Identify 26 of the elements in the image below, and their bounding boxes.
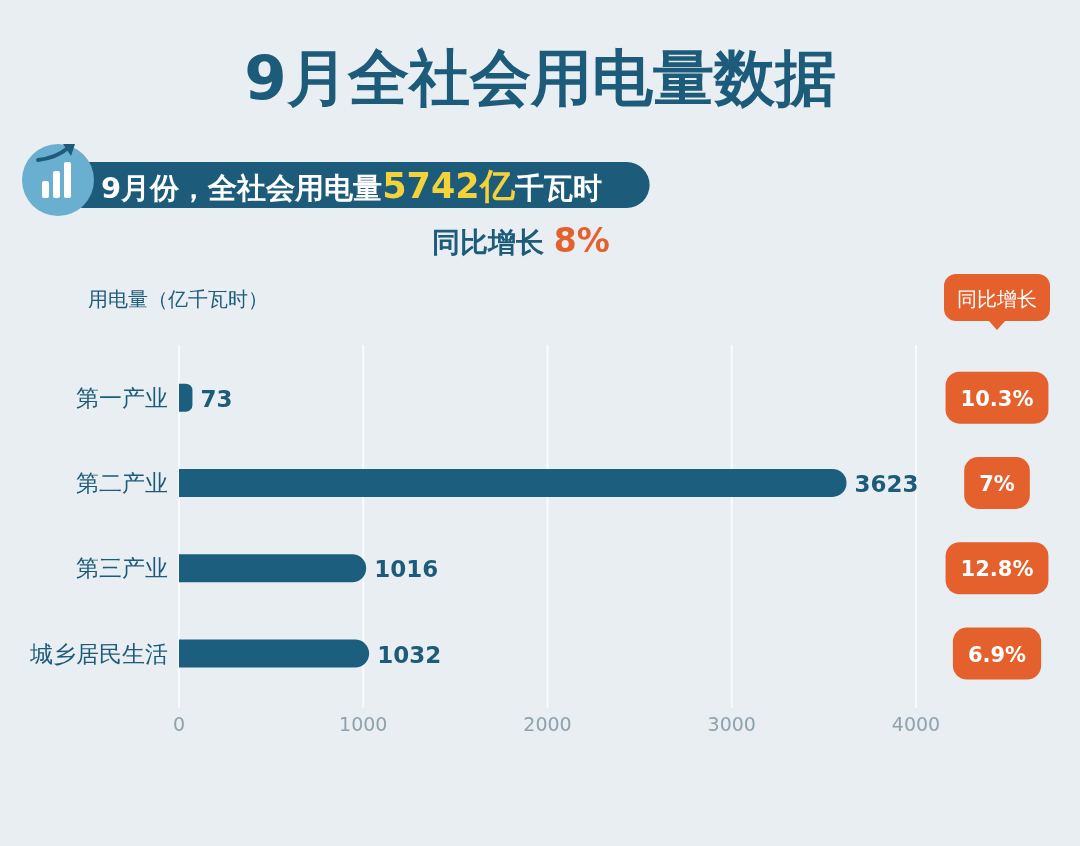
bar — [179, 468, 847, 497]
data-label: 1016 — [374, 556, 439, 583]
bar — [179, 554, 367, 583]
text: 同比增长 8% — [432, 221, 610, 260]
data-label: 73 — [200, 385, 233, 412]
x-tick-label: 4000 — [891, 713, 941, 735]
text: 12.8% — [960, 557, 1034, 582]
x-axis-title: 用电量（亿千瓦时） — [88, 287, 268, 311]
y-tick-label: 第二产业 — [76, 469, 168, 496]
bar — [179, 639, 370, 668]
y-tick-label: 第一产业 — [76, 384, 168, 411]
x-tick-label: 3000 — [707, 713, 756, 735]
bar — [179, 383, 193, 412]
text: 10.3% — [960, 386, 1034, 411]
x-tick-label: 2000 — [523, 713, 572, 735]
x-tick-label: 1000 — [339, 713, 388, 735]
chart-subtitle: 9月份，全社会用电量5742亿千瓦时 — [101, 166, 602, 206]
y-tick-label: 城乡居民生活 — [29, 640, 168, 667]
data-label: 1032 — [377, 641, 442, 668]
y-tick-label: 第三产业 — [76, 555, 168, 582]
text: 同比增长 — [957, 287, 1037, 311]
text: 7% — [979, 471, 1015, 496]
chart-title: 9月全社会用电量数据 — [244, 42, 836, 113]
x-tick-label: 0 — [172, 713, 186, 735]
text: 6.9% — [967, 642, 1027, 667]
data-label: 3623 — [854, 470, 919, 497]
